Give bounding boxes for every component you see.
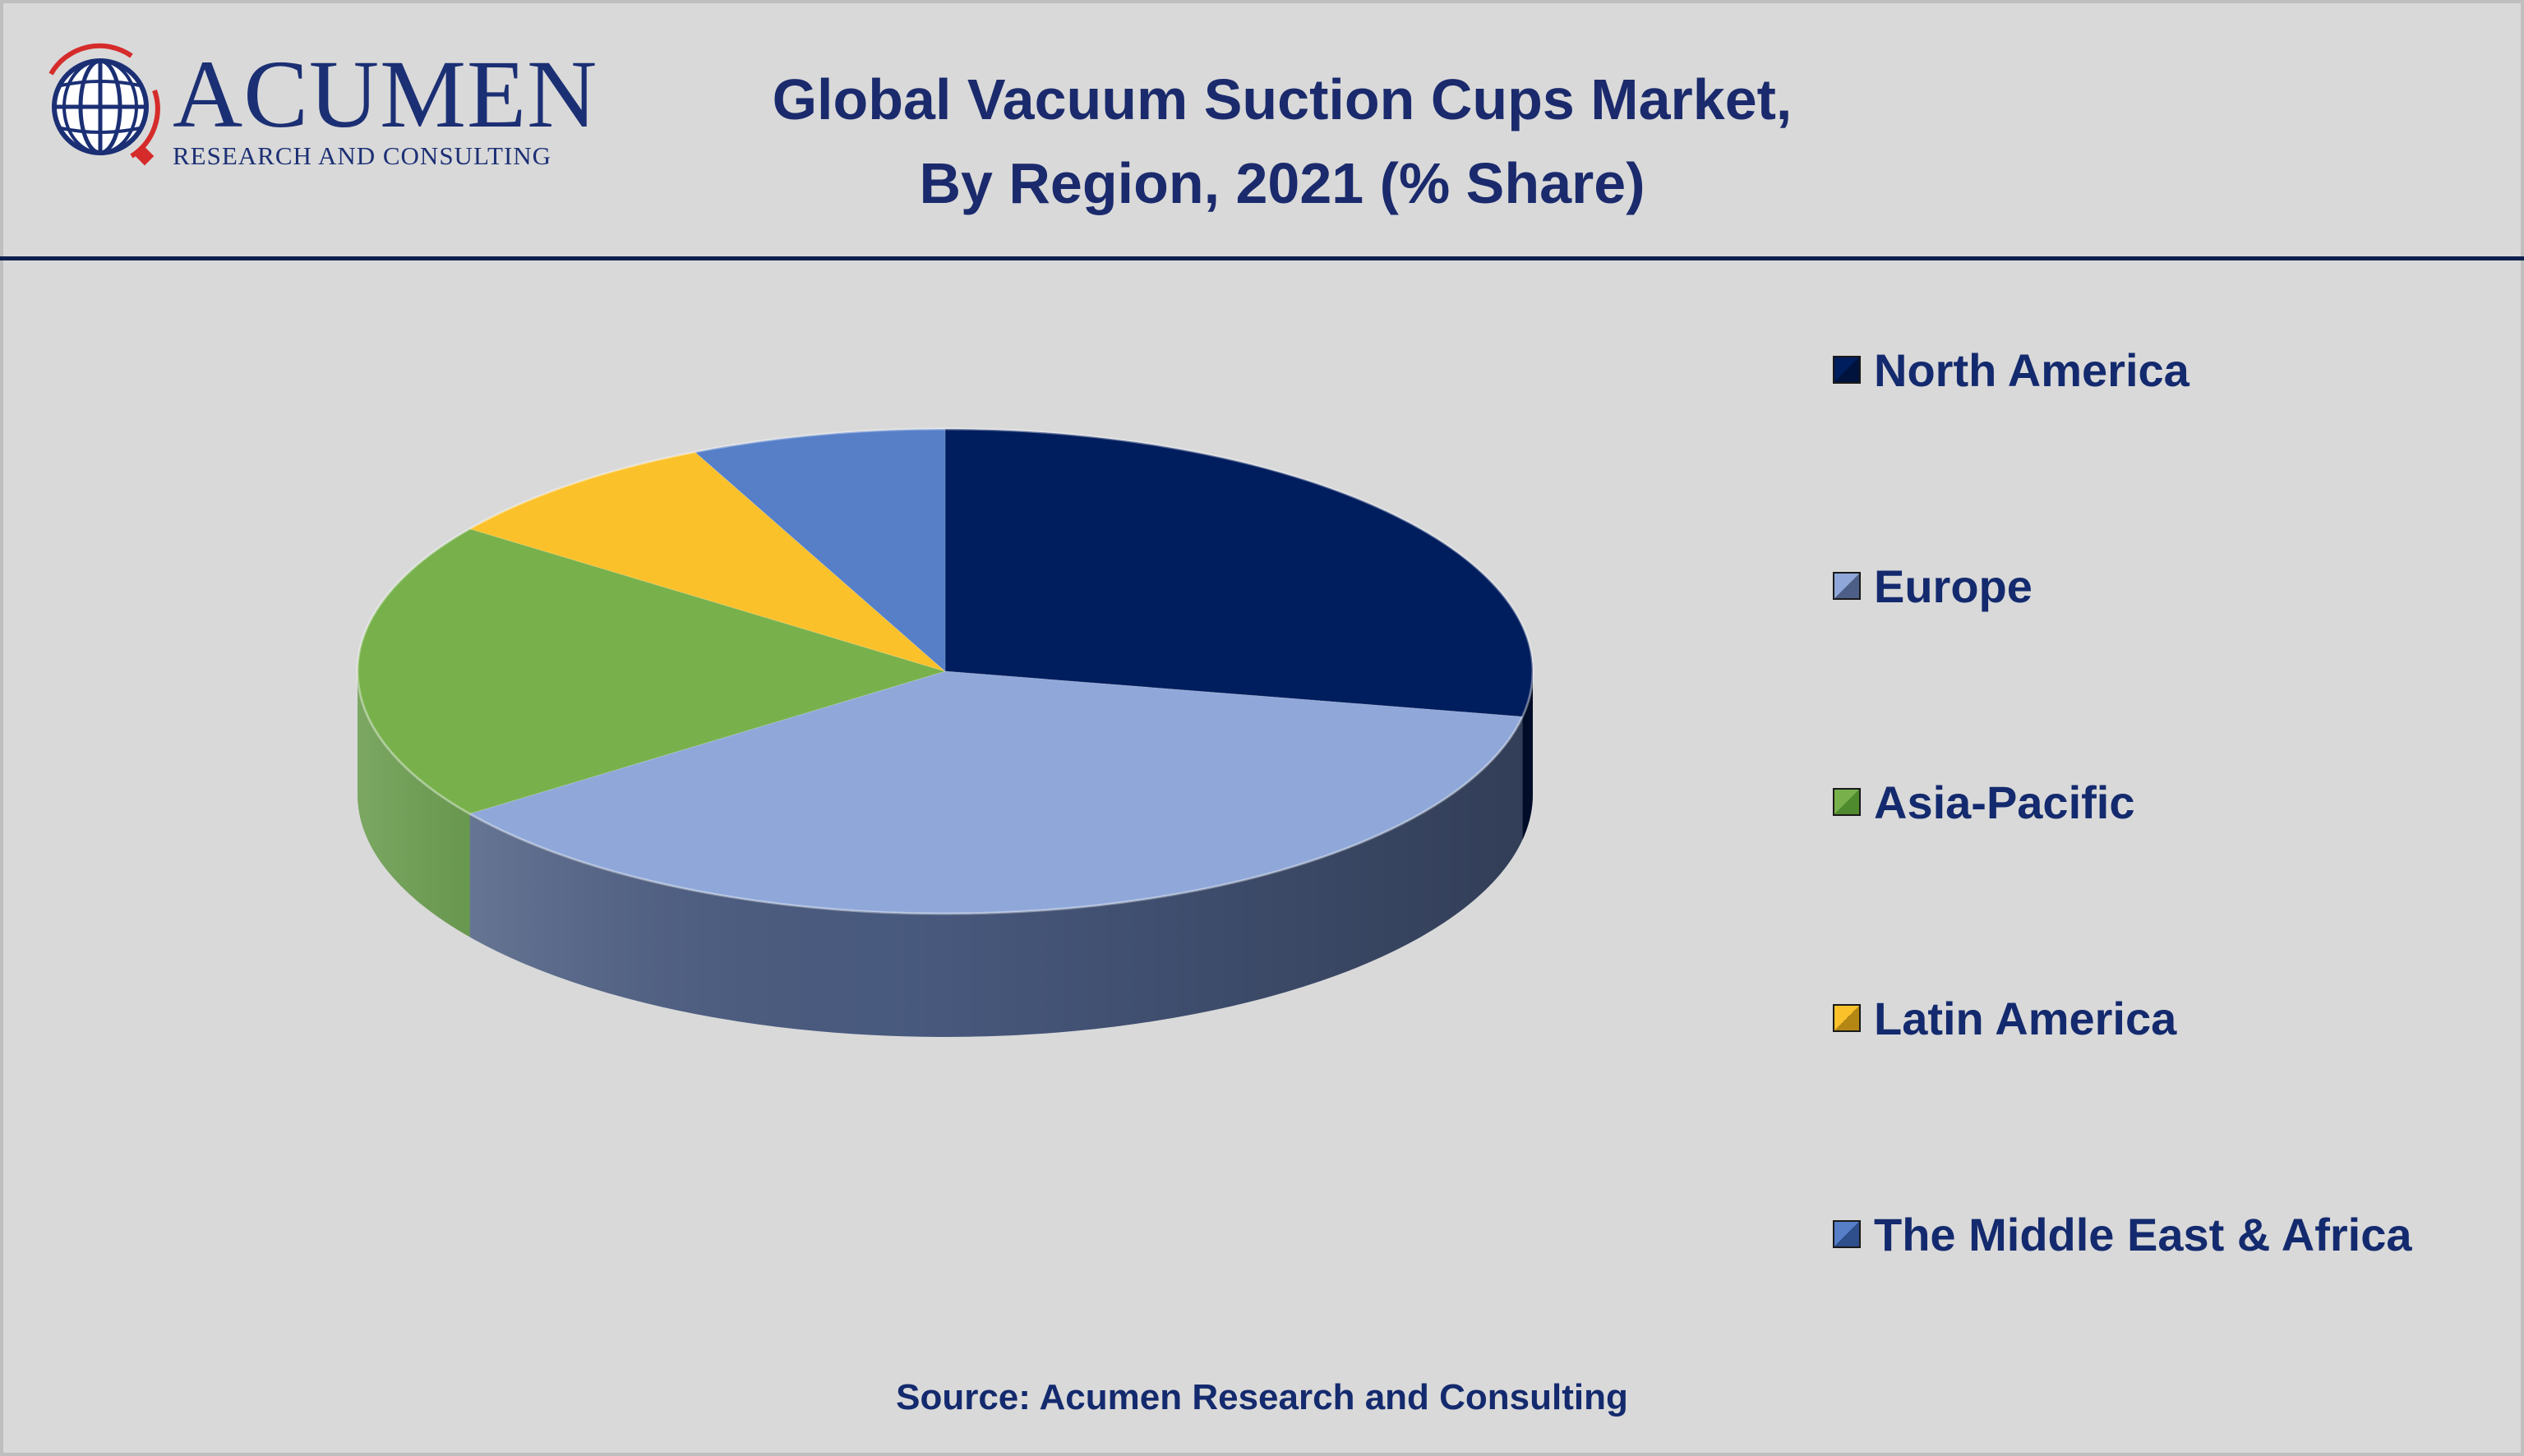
legend-swatch xyxy=(1833,572,1861,600)
legend-item-latin-america: Latin America xyxy=(1833,992,2177,1044)
legend-item-north-america: North America xyxy=(1833,343,2189,396)
pie-slice-the-middle-east-africa xyxy=(694,428,946,673)
legend-label: Asia-Pacific xyxy=(1874,776,2135,828)
legend-label: Europe xyxy=(1874,560,2033,612)
pie-slice-north-america xyxy=(944,428,1534,717)
pie-chart xyxy=(356,427,1534,1038)
legend-label: The Middle East & Africa xyxy=(1874,1208,2412,1260)
source-note: Source: Acumen Research and Consulting xyxy=(896,1377,1628,1417)
legend-item-asia-pacific: Asia-Pacific xyxy=(1833,776,2135,828)
legend-swatch xyxy=(1833,788,1861,816)
logo-tagline: RESEARCH AND CONSULTING xyxy=(173,141,552,170)
pie-slice-asia-pacific xyxy=(357,528,947,814)
pie-top xyxy=(356,427,1534,915)
header-divider xyxy=(0,256,2524,260)
pie-sides xyxy=(358,671,1533,1038)
legend-label: North America xyxy=(1874,343,2189,396)
legend-swatch xyxy=(1833,356,1861,384)
pie-slice-latin-america xyxy=(468,451,946,672)
pie-side-shading xyxy=(358,671,1533,1037)
legend-item-the-middle-east-africa: The Middle East & Africa xyxy=(1833,1208,2412,1260)
chart-title-line-2: By Region, 2021 (% Share) xyxy=(919,151,1645,215)
chart-title-line-1: Global Vacuum Suction Cups Market, xyxy=(772,67,1793,131)
legend-swatch xyxy=(1833,1220,1861,1248)
acumen-logo: ACUMEN RESEARCH AND CONSULTING xyxy=(41,41,597,181)
pie-slice-europe xyxy=(468,670,1524,915)
chart-title: Global Vacuum Suction Cups Market, By Re… xyxy=(625,58,1940,225)
logo-wordmark: ACUMEN xyxy=(173,40,598,148)
legend-item-europe: Europe xyxy=(1833,560,2033,612)
legend-swatch xyxy=(1833,1004,1861,1032)
globe-icon xyxy=(48,43,160,166)
pie-rim xyxy=(356,427,1534,915)
legend-label: Latin America xyxy=(1874,992,2177,1044)
